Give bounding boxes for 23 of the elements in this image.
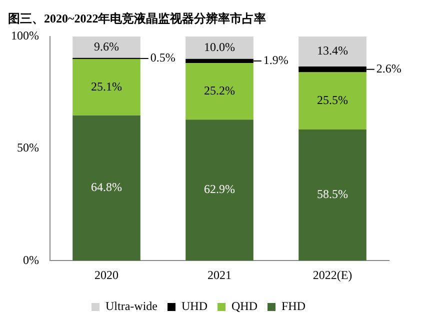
x-tick-label: 2020 [94,268,118,282]
x-tick-label: 2021 [208,268,232,282]
data-label: 64.8% [90,180,122,194]
legend-label: Ultra-wide [106,299,158,314]
data-label: 25.5% [317,93,348,108]
data-label: 25.1% [90,79,122,94]
data-label: 58.5% [317,187,348,202]
chart-title: 图三、2020~2022年电竞液晶监视器分辨率市占率 [8,11,266,26]
y-tick-label: 100% [10,28,39,43]
data-label: 25.2% [204,83,235,98]
legend-label: FHD [281,299,306,314]
data-label: 1.9% [263,53,288,68]
data-label: 10.0% [204,40,235,54]
legend-label: UHD [181,299,208,314]
data-label: 62.9% [204,182,235,196]
data-label: 9.6% [94,39,119,54]
y-tick-label: 0% [22,252,39,267]
y-tick-label: 50% [16,140,39,155]
data-label: 13.4% [317,44,348,58]
data-label: 2.6% [376,62,402,76]
data-label: 0.5% [150,50,176,65]
x-tick-label: 2022(E) [312,268,352,282]
legend-label: QHD [231,299,258,314]
